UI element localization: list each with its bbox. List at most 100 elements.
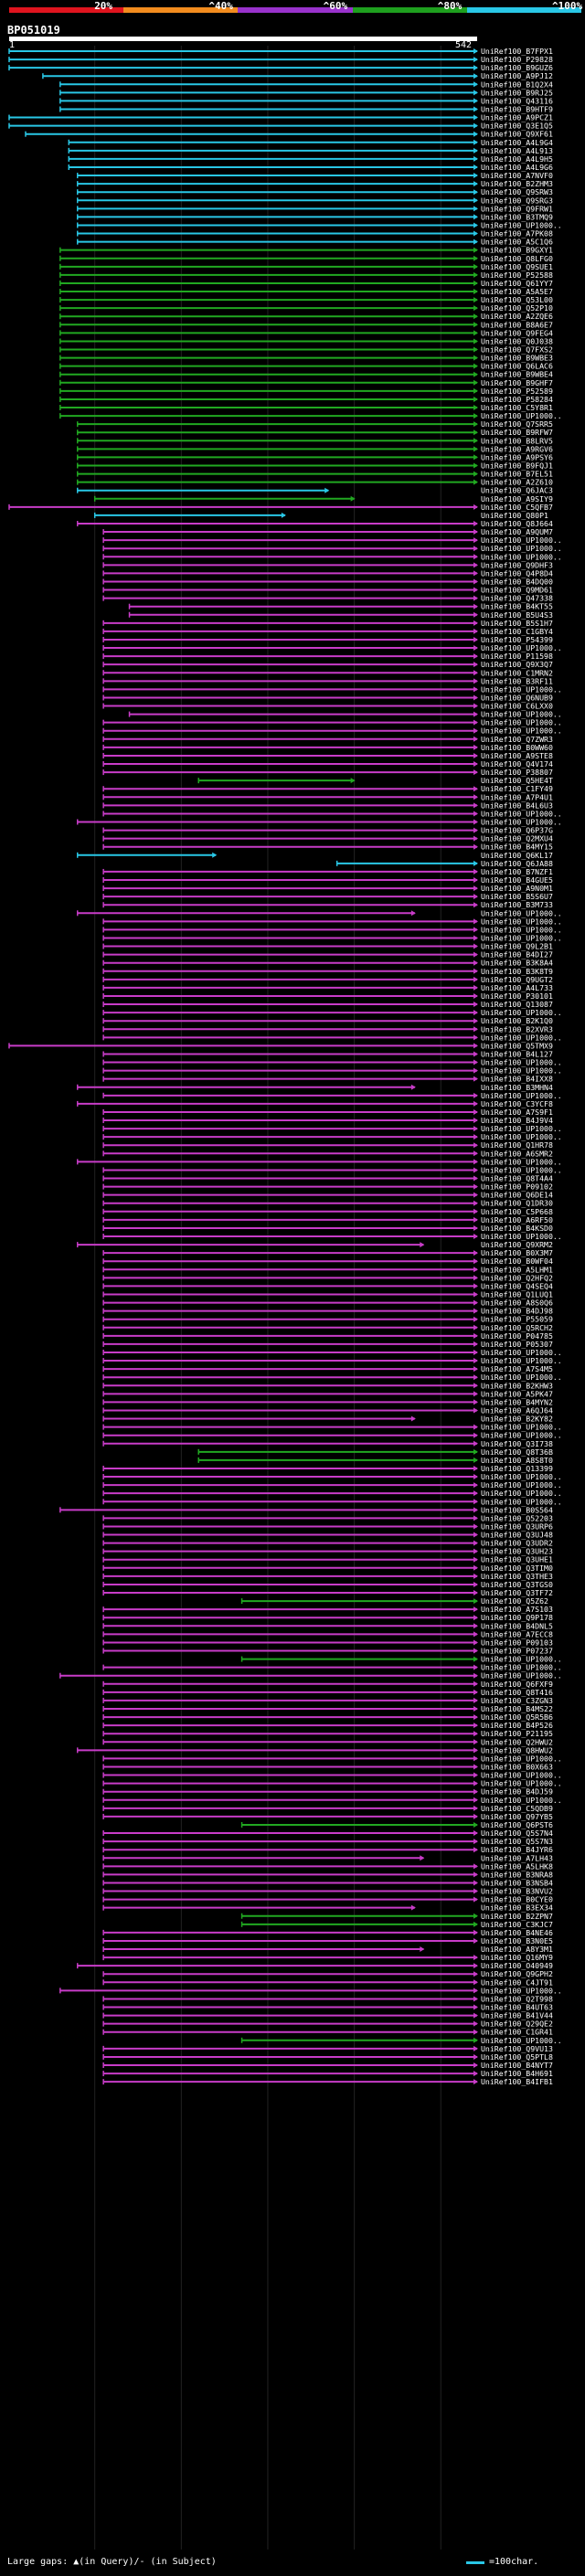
hit-label: UniRef100_Q2HFQ2 (481, 1273, 553, 1282)
hit-end-arrow (473, 1258, 478, 1265)
hit-label: UniRef100_P52588 (481, 270, 553, 280)
hit-label: UniRef100_B8A6E7 (481, 320, 553, 329)
hit-end-arrow (473, 1175, 478, 1182)
hit-end-arrow (473, 1465, 478, 1471)
hit-label: UniRef100_A4L913 (481, 146, 553, 155)
hit-label: UniRef100_P09102 (481, 1182, 553, 1192)
hit-label: UniRef100_B3NSB4 (481, 1878, 553, 1887)
hit-label: UniRef100_Q5PTL8 (481, 2052, 553, 2062)
scale-swatch (466, 2561, 484, 2564)
hit-label: UniRef100_B4H691 (481, 2069, 553, 2078)
hit-label: UniRef100_UP1000.. (481, 809, 562, 818)
hit-end-arrow (473, 984, 478, 991)
hit-end-arrow (473, 868, 478, 875)
hit-label: UniRef100_B9HTF9 (481, 104, 553, 113)
hit-label: UniRef100_P07237 (481, 1647, 553, 1656)
hit-label: UniRef100_Q4V174 (481, 759, 553, 769)
hit-label: UniRef100_C3ZGN3 (481, 1696, 553, 1705)
hit-end-arrow (473, 1921, 478, 1927)
hit-label: UniRef100_A9PSY6 (481, 452, 553, 461)
hit-label: UniRef100_Q9MD61 (481, 586, 553, 595)
hit-end-arrow (473, 1863, 478, 1870)
hit-end-arrow (473, 1216, 478, 1223)
hit-label: UniRef100_Q43116 (481, 96, 553, 105)
hit-end-arrow (473, 1250, 478, 1256)
hit-label: UniRef100_A5LHK8 (481, 1861, 553, 1871)
hit-label: UniRef100_A6RF50 (481, 1215, 553, 1224)
hit-label: UniRef100_A8S8T0 (481, 1456, 553, 1465)
hit-label: UniRef100_A7ECC8 (481, 1629, 553, 1638)
hit-end-arrow (473, 1830, 478, 1837)
hit-label: UniRef100_A5PK47 (481, 1389, 553, 1398)
hit-label: UniRef100_Q9UGT2 (481, 975, 553, 984)
hit-end-arrow (473, 1324, 478, 1330)
hit-label: UniRef100_B0CYE0 (481, 1895, 553, 1904)
hit-end-arrow (473, 1564, 478, 1571)
hit-end-arrow (473, 761, 478, 768)
hit-end-arrow (473, 1971, 478, 1977)
legend-label: ^40% (208, 0, 233, 12)
hit-end-arrow (473, 139, 478, 145)
hit-label: UniRef100_Q8LFG0 (481, 254, 553, 263)
hit-end-arrow (473, 1192, 478, 1198)
hit-label: UniRef100_Q53L00 (481, 295, 553, 304)
hit-end-arrow (473, 1234, 478, 1240)
hit-label: UniRef100_B9GHF7 (481, 378, 553, 387)
hit-label: UniRef100_B4DI27 (481, 950, 553, 959)
hit-label: UniRef100_Q7FXS2 (481, 345, 553, 355)
hit-label: UniRef100_B3EX34 (481, 1903, 553, 1913)
hit-end-arrow (473, 1067, 478, 1074)
hit-label: UniRef100_C4JT91 (481, 1977, 553, 1987)
hit-end-arrow (473, 206, 478, 212)
hit-end-arrow (473, 595, 478, 601)
hit-end-arrow (473, 976, 478, 982)
query-start-label: 1 (9, 40, 16, 50)
hit-end-arrow (473, 1108, 478, 1115)
hit-end-arrow (473, 959, 478, 966)
hit-label: UniRef100_Q6DE14 (481, 1191, 553, 1200)
hit-end-arrow (473, 1366, 478, 1373)
hit-end-arrow (473, 173, 478, 179)
hit-label: UniRef100_P11598 (481, 652, 553, 661)
hit-label: UniRef100_Q6LAC6 (481, 362, 553, 371)
hit-end-arrow (473, 520, 478, 526)
hit-end-arrow (473, 1606, 478, 1613)
hit-end-arrow (473, 1349, 478, 1355)
hit-end-arrow (473, 1540, 478, 1546)
hit-label: UniRef100_B5S1H7 (481, 619, 553, 628)
hit-label: UniRef100_Q8T4A4 (481, 1174, 553, 1183)
hit-end-arrow (473, 1490, 478, 1497)
hit-label: UniRef100_UP1000.. (481, 933, 562, 942)
hit-label: UniRef100_Q3TIM0 (481, 1564, 553, 1573)
hit-label: UniRef100_C6LXX0 (481, 702, 553, 711)
hit-end-arrow (473, 1706, 478, 1712)
hit-label: UniRef100_A5A5E7 (481, 287, 553, 296)
hit-label: UniRef100_B0X3M7 (481, 1248, 553, 1257)
hit-end-arrow (473, 1839, 478, 1845)
hit-end-arrow (473, 271, 478, 278)
hit-label: UniRef100_A7PK08 (481, 229, 553, 239)
hit-label: UniRef100_B41V44 (481, 2011, 553, 2020)
hit-label: UniRef100_Q1LUQ1 (481, 1290, 553, 1299)
hit-end-arrow (473, 786, 478, 792)
hit-label: UniRef100_UP1000.. (481, 411, 562, 420)
hit-end-arrow (473, 1797, 478, 1803)
hit-end-arrow (473, 1474, 478, 1480)
hit-end-arrow (473, 1590, 478, 1596)
hit-end-arrow (473, 1648, 478, 1654)
hit-end-arrow (473, 2020, 478, 2027)
hit-end-arrow (473, 1457, 478, 1463)
hit-end-arrow (473, 1723, 478, 1729)
hit-label: UniRef100_UP1000.. (481, 1663, 562, 1672)
hit-end-arrow (473, 479, 478, 485)
hit-label: UniRef100_C1FY49 (481, 784, 553, 793)
hit-end-arrow (473, 379, 478, 386)
hit-label: UniRef100_B4DJ59 (481, 1787, 553, 1797)
hit-end-arrow (473, 322, 478, 328)
hit-label: UniRef100_UP1000.. (481, 2036, 562, 2045)
hit-label: UniRef100_Q80P1 (481, 511, 548, 520)
hit-label: UniRef100_UP1000.. (481, 1671, 562, 1680)
hit-label: UniRef100_UP1000.. (481, 544, 562, 553)
hit-label: UniRef100_Q5TMX9 (481, 1041, 553, 1050)
hit-end-arrow (473, 694, 478, 701)
